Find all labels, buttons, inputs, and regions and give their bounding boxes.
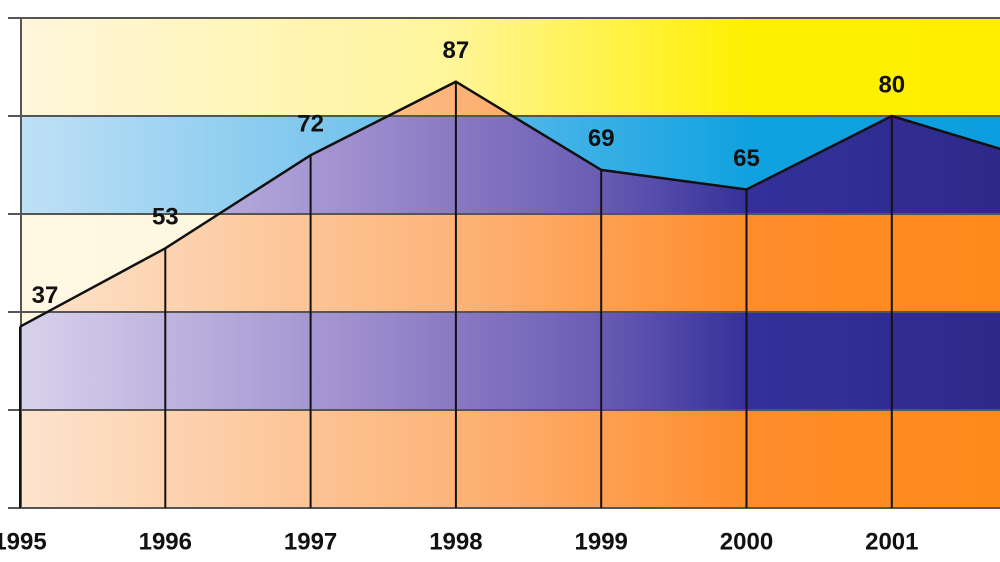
x-tick-label: 2000 xyxy=(720,528,773,555)
x-tick-label: 2001 xyxy=(865,528,918,555)
x-tick-label: 1999 xyxy=(575,528,628,555)
x-tick-label: 1998 xyxy=(429,528,482,555)
value-label: 72 xyxy=(297,111,324,138)
value-label: 87 xyxy=(443,37,470,64)
band xyxy=(22,410,1000,508)
value-label: 53 xyxy=(152,204,179,231)
x-tick-label: 1996 xyxy=(139,528,192,555)
value-label: 37 xyxy=(32,282,59,309)
line xyxy=(19,80,1000,328)
value-label: 65 xyxy=(733,145,760,172)
plot: 37 1995 53 1996 72 1997 87 1998 69 1999 65 2000 80 20… xyxy=(0,17,1000,555)
value-label: 69 xyxy=(588,125,615,152)
band xyxy=(22,18,1000,116)
x-tick-label: 1997 xyxy=(284,528,337,555)
value-label: 80 xyxy=(878,71,905,98)
x-tick-label: 1995 xyxy=(0,528,47,555)
band xyxy=(22,312,1000,410)
